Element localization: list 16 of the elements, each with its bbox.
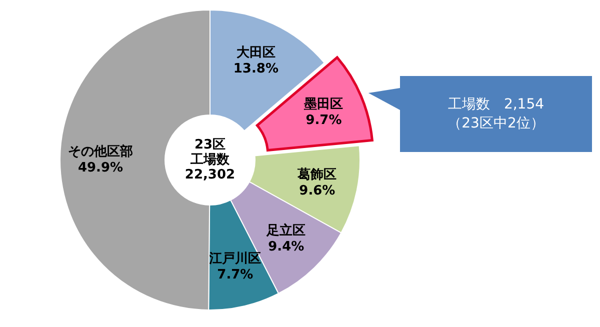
text: 工場数 2,154 （23区中2位）: [448, 96, 544, 132]
data-label: 7.7%: [217, 267, 254, 282]
text: 22,302: [184, 168, 236, 182]
data-label: 9.7%: [306, 112, 342, 128]
slice-label: 葛飾区: [296, 166, 337, 182]
slice-label: 墨田区: [303, 96, 344, 112]
slice-label: その他区部: [68, 142, 133, 159]
slice-label: 大田区: [236, 45, 276, 60]
slice-label: 江戸川区: [208, 251, 262, 266]
data-label: 13.8%: [233, 61, 279, 76]
data-label: 9.4%: [268, 239, 304, 254]
data-label: 49.9%: [78, 160, 124, 175]
slice-label: 足立区: [266, 222, 306, 238]
text: 23区: [194, 138, 226, 152]
text: 工場数: [190, 152, 230, 168]
data-label: 9.6%: [299, 182, 336, 198]
